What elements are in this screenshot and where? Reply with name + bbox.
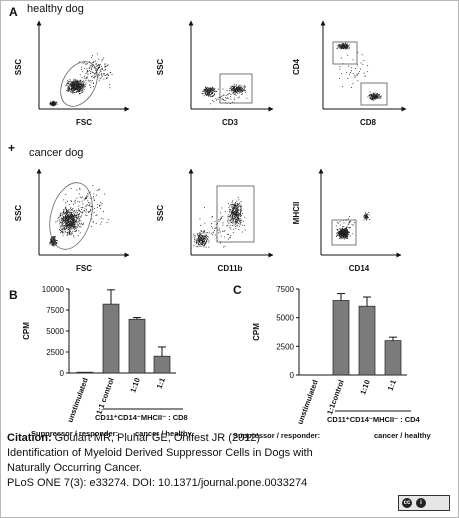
bar [332, 300, 350, 376]
x-axis-label: CD11b [218, 264, 243, 273]
x-axis-label: CD3 [222, 118, 239, 127]
panel-label: B [9, 288, 18, 302]
group-label: CD11⁺CD14⁻MHCII⁻ : CD8 [95, 413, 188, 422]
category-label: unstimulated [295, 378, 320, 425]
flow-plot-healthy-cd3: CD3 SSC [156, 20, 274, 127]
category-label: 1:1control [325, 379, 346, 416]
bar-chart-b: B 0 2500 5000 7500 10000 CPM unstimulated 1:1 co… [9, 285, 193, 438]
bar [102, 303, 120, 374]
y-tick-label: 5000 [276, 314, 294, 323]
category-label: unstimulated [65, 376, 90, 423]
x-axis-label: CD14 [349, 264, 370, 273]
citation-title-line-2: Naturally Occurring Cancer. [7, 462, 143, 474]
by-icon: i [416, 498, 426, 508]
y-axis-label: SSC [14, 59, 23, 76]
y-tick-label: 7500 [46, 306, 64, 315]
y-tick-label: 7500 [276, 285, 294, 294]
figure: A healthy dog + cancer dog FSC SSC CD3 S… [8, 3, 432, 440]
category-label: 1:1 control [94, 377, 116, 416]
cc-icon: cc [402, 498, 412, 508]
cancer-dog-label: cancer dog [29, 147, 83, 159]
x-axis-label: FSC [76, 118, 92, 127]
x-axis-label: CD8 [360, 118, 377, 127]
bar [128, 318, 146, 374]
y-axis-label: CPM [22, 322, 31, 340]
cc-by-icon: cc i [398, 495, 450, 511]
group-label: CD11⁺CD14⁻MHCII⁻ : CD4 [327, 415, 421, 424]
citation-title-line-1: Identification of Myeloid Derived Suppre… [7, 447, 313, 459]
category-label: 1:1 [155, 377, 167, 390]
category-label: 1:10 [358, 379, 372, 396]
plus-symbol: + [8, 141, 15, 155]
y-axis-label: SSC [156, 205, 165, 222]
flow-plot-cancer-fsc-ssc: FSC SSC [14, 168, 130, 273]
citation-prefix: Citation: [7, 432, 52, 444]
citation-journal: PLoS ONE 7(3): e33274. DOI: 10.1371/jour… [7, 477, 308, 489]
flow-plot-cancer-cd11b: CD11b SSC [156, 168, 274, 273]
category-label: 1:10 [128, 377, 142, 394]
bar [358, 305, 376, 376]
y-tick-label: 2500 [276, 342, 294, 351]
x-axis-label: FSC [76, 264, 92, 273]
y-tick-label: 10000 [42, 285, 65, 294]
y-axis-label: MHCII [292, 202, 301, 225]
suppressor-value: cancer / healthy [135, 429, 193, 438]
flow-plot-cancer-mhcii-cd14: CD14 MHCII [292, 168, 402, 273]
suppressor-value: cancer / healthy [374, 431, 432, 440]
suppressor-label: Suppressor / responder: [31, 429, 118, 438]
y-tick-label: 0 [290, 371, 295, 380]
bar [153, 355, 171, 374]
suppressor-label: Suppressor / responder: [233, 431, 320, 440]
y-axis-label: SSC [156, 59, 165, 76]
healthy-dog-label: healthy dog [27, 3, 84, 15]
y-tick-label: 0 [60, 369, 65, 378]
flow-plot-healthy-fsc-ssc: FSC SSC [14, 20, 130, 127]
panel-label: C [233, 283, 242, 297]
category-label: 1:1 [386, 379, 398, 392]
bar [76, 371, 94, 374]
bar [384, 340, 402, 376]
panel-a-label: A [9, 5, 18, 19]
y-tick-label: 5000 [46, 327, 64, 336]
citation-line-1: Citation: Goulart MR, Pluhar GE, Ohlfest… [7, 431, 260, 446]
flow-plot-healthy-cd4-cd8: CD8 CD4 [292, 20, 407, 127]
y-axis-label: CPM [252, 323, 261, 341]
y-tick-label: 2500 [46, 348, 64, 357]
y-axis-label: CD4 [292, 58, 301, 75]
citation-authors: Goulart MR, Pluhar GE, Ohlfest JR (2012) [54, 432, 261, 444]
y-axis-label: SSC [14, 205, 23, 222]
bar-chart-c: C 0 2500 5000 7500 CPM unstimulated 1:1control 1… [233, 283, 432, 440]
